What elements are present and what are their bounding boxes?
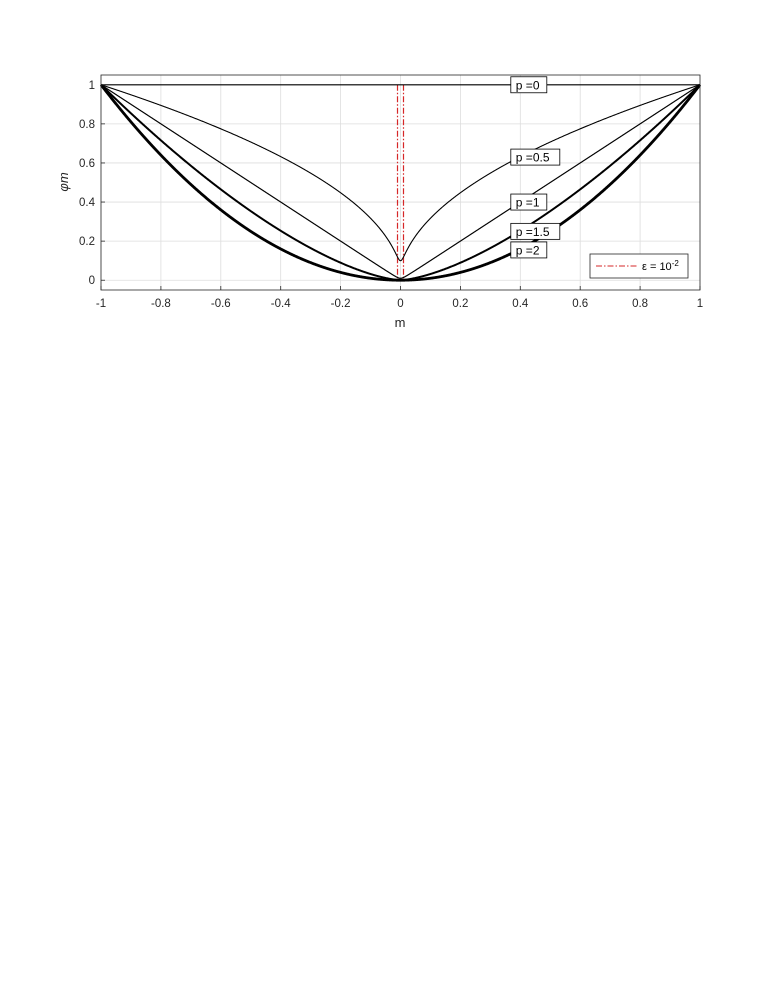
curve-p-0-5: [100, 84, 701, 262]
x-tick-label: 0.8: [632, 298, 648, 310]
curve-labels: p =0 p =0.5 p =1 p =1.5 p =2: [510, 76, 561, 259]
curve-label-box: [510, 76, 548, 94]
y-tick-label: 0.8: [79, 119, 95, 131]
curve-label-box: [510, 148, 561, 166]
y-axis-label: φm: [56, 172, 71, 191]
curves: [99, 83, 702, 282]
x-tick-label: 0.6: [572, 298, 588, 310]
x-tick-label: 0: [397, 298, 403, 310]
x-tick-label: -0.8: [151, 298, 171, 310]
legend-box: [589, 253, 689, 279]
x-tick-label: -1: [96, 298, 106, 310]
y-tick-label: 0.6: [79, 158, 95, 170]
curve-label: p =0: [516, 78, 540, 92]
legend-entry-base: ε = 10: [642, 261, 672, 273]
x-tick-label: -0.6: [211, 298, 231, 310]
x-tick-label: 1: [697, 298, 703, 310]
x-tick-label: -0.4: [271, 298, 291, 310]
x-tick-label: 0.2: [452, 298, 468, 310]
y-tick-label: 0.2: [79, 236, 95, 248]
legend: ε = 10-2: [589, 253, 689, 279]
x-axis-ticks: -1 -0.8 -0.6 -0.4 -0.2 0 0.2 0.4 0.6 0.8 1: [96, 286, 703, 310]
x-tick-label: 0.4: [512, 298, 529, 310]
curve-label: p =0.5: [516, 151, 550, 165]
curve-label-box: [510, 193, 548, 211]
curve-label-box: [510, 222, 561, 240]
legend-entry-exponent: -2: [672, 259, 680, 268]
curve-label: p =2: [516, 243, 540, 257]
curve-label-box: [510, 241, 548, 259]
curve-label: p =1.5: [516, 225, 550, 239]
x-tick-label: -0.2: [331, 298, 351, 310]
curve-p-1: [100, 84, 701, 279]
y-axis-ticks: 0 0.2 0.4 0.6 0.8 1: [79, 80, 105, 287]
y-tick-label: 0: [89, 275, 95, 287]
y-tick-label: 0.4: [79, 197, 96, 209]
curve-label: p =1: [516, 196, 540, 210]
x-axis-label: m: [395, 315, 406, 330]
epsilon-markers: [396, 84, 405, 281]
y-tick-label: 1: [89, 80, 95, 92]
curve-p-2: [99, 83, 702, 282]
legend-entry: ε = 10-2: [642, 259, 679, 273]
